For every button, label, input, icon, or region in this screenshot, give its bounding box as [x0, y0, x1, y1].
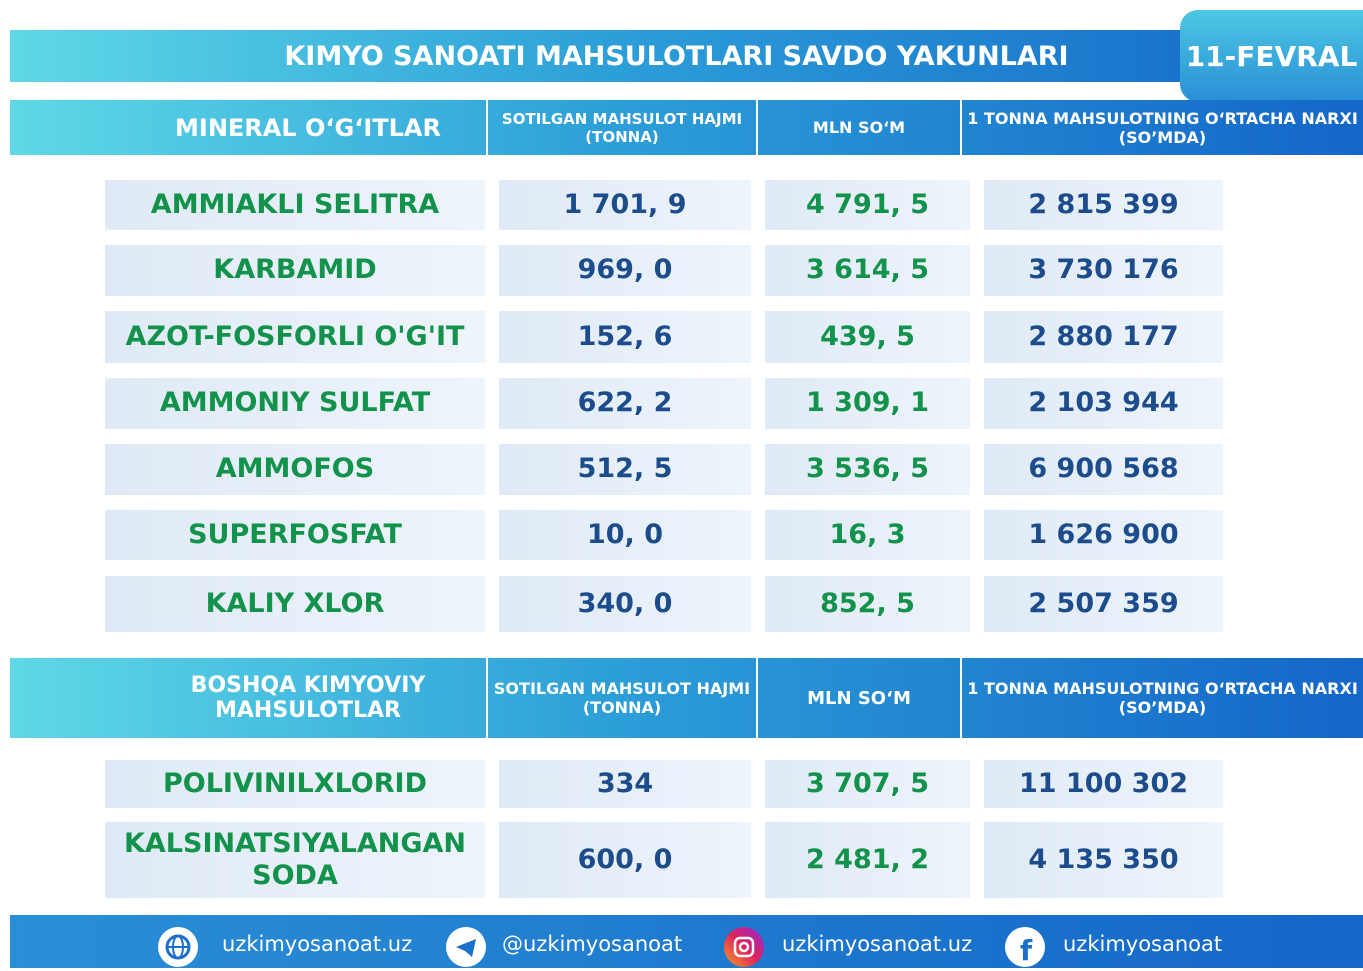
- value-cell: 3 536, 5: [765, 444, 970, 495]
- title: KIMYO SANOATI MAHSULOTLARI SAVDO YAKUNLA…: [284, 40, 1069, 72]
- instagram-icon[interactable]: [724, 927, 764, 967]
- value-cell: 3 614, 5: [765, 245, 970, 296]
- footer-link[interactable]: uzkimyosanoat: [1063, 932, 1223, 956]
- value-cell: 4 791, 5: [765, 180, 970, 230]
- product-name: POLIVINILXLORID: [105, 760, 485, 808]
- value-cell: 16, 3: [765, 510, 970, 560]
- footer-link[interactable]: uzkimyosanoat.uz: [782, 932, 973, 956]
- value-cell: 622, 2: [499, 378, 751, 429]
- date: 11-FEVRAL: [1185, 39, 1358, 73]
- value-cell: 852, 5: [765, 576, 970, 632]
- product-name: AMMIAKLI SELITRA: [105, 180, 485, 230]
- facebook-icon[interactable]: f: [1005, 927, 1045, 967]
- web-icon[interactable]: [158, 927, 198, 967]
- value-cell: 2 103 944: [984, 378, 1223, 429]
- value-cell: 1 701, 9: [499, 180, 751, 230]
- column-header: SOTILGAN MAHSULOT HAJMI (TONNA): [488, 100, 758, 155]
- column-header: 1 TONNA MAHSULOTNING O‘RTACHA NARXI (SO’…: [967, 679, 1358, 717]
- title-bar: KIMYO SANOATI MAHSULOTLARI SAVDO YAKUNLA…: [10, 30, 1363, 82]
- header-row-bg: [10, 658, 1363, 738]
- product-name: KARBAMID: [105, 245, 485, 296]
- value-cell: 2 815 399: [984, 180, 1223, 230]
- column-header: 1 TONNA MAHSULOTNING O‘RTACHA NARXI (SO’…: [967, 108, 1358, 147]
- product-name: KALSINATSIYALANGAN SODA: [105, 822, 485, 898]
- value-cell: 1 626 900: [984, 510, 1223, 560]
- value-cell: 3 730 176: [984, 245, 1223, 296]
- value-cell: 10, 0: [499, 510, 751, 560]
- column-header: BOSHQA KIMYOVIY MAHSULOTLAR: [10, 658, 488, 738]
- value-cell: 1 309, 1: [765, 378, 970, 429]
- footer: [10, 915, 1363, 968]
- footer-link[interactable]: uzkimyosanoat.uz: [222, 932, 413, 956]
- value-cell: 152, 6: [499, 311, 751, 363]
- product-name: AMMONIY SULFAT: [105, 378, 485, 429]
- column-header: MLN SO‘M: [758, 658, 962, 738]
- column-header: MLN SO‘M: [758, 100, 962, 155]
- date-tab: 11-FEVRAL: [1180, 10, 1363, 102]
- value-cell: 6 900 568: [984, 444, 1223, 495]
- value-cell: 340, 0: [499, 576, 751, 632]
- value-cell: 2 880 177: [984, 311, 1223, 363]
- value-cell: 11 100 302: [984, 760, 1223, 808]
- value-cell: 600, 0: [499, 822, 751, 898]
- value-cell: 439, 5: [765, 311, 970, 363]
- value-cell: 969, 0: [499, 245, 751, 296]
- value-cell: 2 507 359: [984, 576, 1223, 632]
- value-cell: 334: [499, 760, 751, 808]
- value-cell: 4 135 350: [984, 822, 1223, 898]
- svg-text:f: f: [1020, 934, 1033, 967]
- product-name: AMMOFOS: [105, 444, 485, 495]
- column-header: SOTILGAN MAHSULOT HAJMI (TONNA): [488, 658, 758, 738]
- value-cell: 3 707, 5: [765, 760, 970, 808]
- value-cell: 512, 5: [499, 444, 751, 495]
- product-name: SUPERFOSFAT: [105, 510, 485, 560]
- telegram-icon[interactable]: [446, 927, 486, 967]
- product-name: AZOT-FOSFORLI O'G'IT: [105, 311, 485, 363]
- product-name: KALIY XLOR: [105, 576, 485, 632]
- column-header: MINERAL O‘G‘ITLAR: [10, 100, 488, 155]
- header-row-bg: [10, 100, 1363, 155]
- value-cell: 2 481, 2: [765, 822, 970, 898]
- footer-link[interactable]: @uzkimyosanoat: [502, 932, 683, 956]
